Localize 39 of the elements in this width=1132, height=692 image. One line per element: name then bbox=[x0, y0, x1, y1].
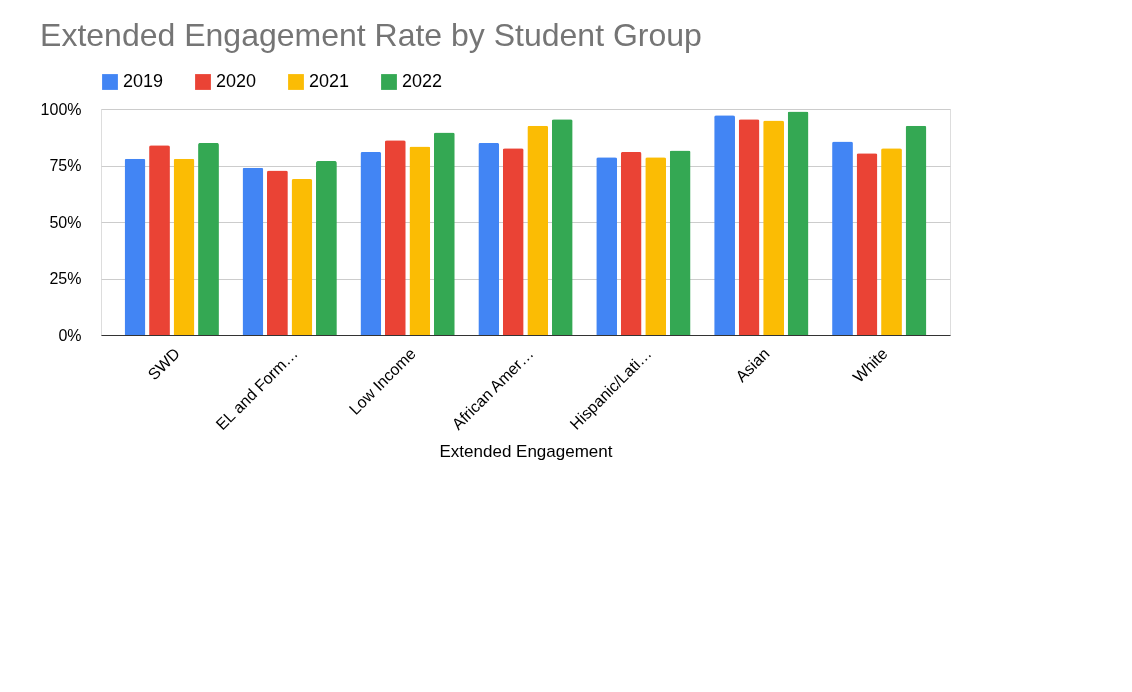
y-tick-label: 100% bbox=[40, 100, 82, 118]
bar bbox=[149, 145, 170, 335]
bar bbox=[267, 170, 288, 335]
bar bbox=[856, 153, 878, 335]
y-tick-label: 25% bbox=[49, 270, 82, 287]
bar bbox=[384, 140, 406, 335]
y-tick-label: 50% bbox=[49, 213, 82, 231]
y-tick-label: 0% bbox=[58, 326, 82, 344]
bar bbox=[738, 119, 760, 335]
legend-label: 2021 bbox=[309, 71, 350, 91]
bar bbox=[316, 160, 337, 335]
bar bbox=[787, 111, 809, 335]
bar bbox=[433, 132, 455, 335]
bar bbox=[360, 151, 382, 335]
bar bbox=[527, 125, 549, 335]
bar bbox=[198, 142, 219, 335]
legend-label: 2022 bbox=[402, 71, 443, 91]
x-axis-title: Extended Engagement bbox=[439, 441, 613, 461]
bar bbox=[905, 125, 927, 335]
bar bbox=[763, 120, 784, 335]
y-tick-label: 75% bbox=[49, 157, 82, 174]
bar bbox=[124, 158, 146, 335]
bar bbox=[645, 157, 667, 335]
legend-label: 2019 bbox=[123, 71, 164, 91]
bar bbox=[409, 146, 431, 335]
bar bbox=[881, 148, 902, 335]
bar bbox=[242, 167, 264, 335]
bar bbox=[173, 158, 195, 335]
bar bbox=[478, 142, 500, 335]
bar bbox=[596, 157, 618, 335]
bar bbox=[620, 151, 642, 335]
bar bbox=[502, 148, 524, 335]
bar bbox=[669, 150, 691, 335]
bar bbox=[291, 179, 313, 335]
bar bbox=[832, 141, 853, 335]
bar bbox=[714, 115, 735, 335]
chart-title: Extended Engagement Rate by Student Group bbox=[40, 17, 702, 53]
legend-label: 2020 bbox=[216, 71, 257, 91]
bar bbox=[551, 119, 573, 335]
